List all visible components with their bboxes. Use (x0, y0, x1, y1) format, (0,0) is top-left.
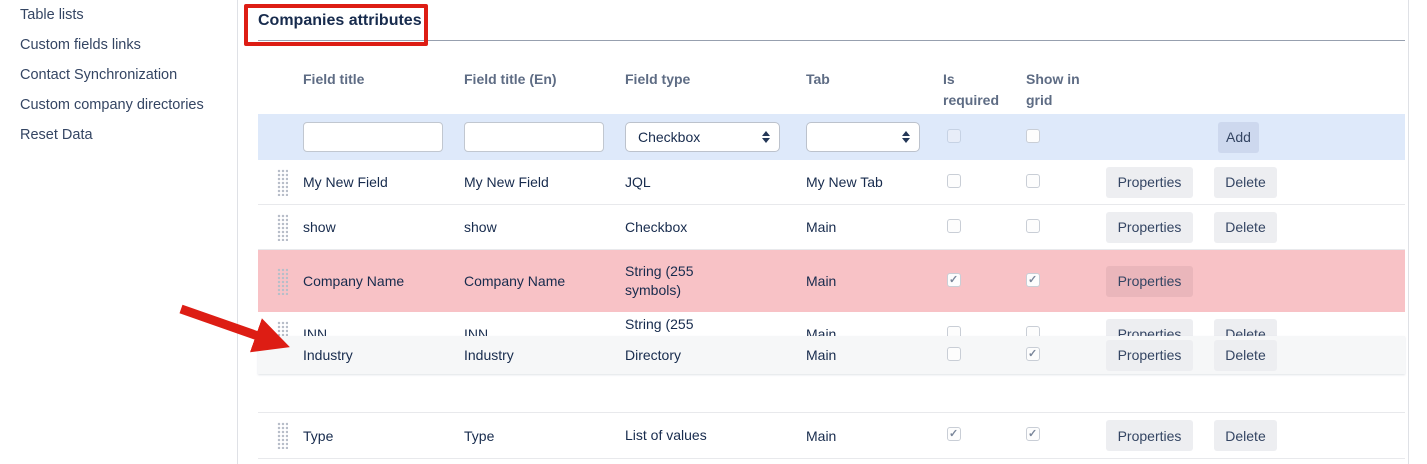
properties-button[interactable]: Properties (1106, 318, 1193, 336)
cell-field-type: Checkbox (625, 218, 688, 235)
show-in-grid-checkbox[interactable] (1026, 218, 1040, 233)
show-in-grid-checkbox[interactable] (1026, 272, 1040, 287)
delete-button[interactable]: Delete (1214, 211, 1277, 243)
cell-field-title-en: Industry (464, 347, 514, 363)
add-field-row: Checkbox Add (258, 114, 1405, 160)
table-header-row: Field title Field title (En) Field type … (258, 41, 1405, 114)
is-required-checkbox[interactable] (947, 346, 961, 361)
select-spinner-icon (762, 131, 770, 143)
table-row: Type Type List of values Main Properties… (258, 413, 1405, 459)
cell-field-title-en: My New Field (464, 174, 549, 190)
cell-field-title: Industry (303, 347, 353, 363)
select-spinner-icon (902, 131, 910, 143)
show-in-grid-checkbox[interactable] (1026, 128, 1040, 143)
properties-button[interactable]: Properties (1106, 420, 1193, 451)
tab-select[interactable] (806, 122, 920, 152)
delete-button[interactable]: Delete (1214, 420, 1277, 451)
cell-field-title-en: Type (464, 427, 495, 444)
content-right-divider (1408, 0, 1409, 464)
cell-tab: Main (806, 273, 837, 289)
sidebar-item-custom-fields-links[interactable]: Custom fields links (20, 37, 141, 53)
col-header-field-type: Field type (625, 71, 691, 87)
col-header-is-required: Is required (943, 71, 1000, 108)
col-header-field-title-en: Field title (En) (464, 71, 557, 87)
is-required-checkbox[interactable] (947, 218, 961, 233)
drag-handle-icon[interactable] (277, 213, 288, 241)
companies-attributes-panel: Companies attributes Field title Field t… (258, 0, 1405, 459)
cell-tab: Main (806, 219, 837, 235)
is-required-checkbox[interactable] (947, 325, 961, 336)
is-required-checkbox[interactable] (947, 427, 961, 441)
cell-field-title-en: show (464, 219, 497, 235)
sidebar-item-contact-synchronization[interactable]: Contact Synchronization (20, 67, 178, 83)
delete-button[interactable]: Delete (1214, 166, 1277, 198)
properties-button[interactable]: Properties (1106, 339, 1193, 371)
table-row: My New Field My New Field JQL My New Tab… (258, 160, 1405, 205)
properties-button[interactable]: Properties (1106, 211, 1193, 243)
cell-field-title: show (303, 219, 336, 235)
is-required-checkbox[interactable] (947, 272, 961, 287)
properties-button[interactable]: Properties (1106, 265, 1193, 297)
cell-tab: Main (806, 347, 837, 363)
is-required-checkbox[interactable] (947, 128, 961, 143)
sidebar-item-table-lists[interactable]: Table lists (20, 7, 84, 23)
show-in-grid-checkbox[interactable] (1026, 427, 1040, 441)
settings-sidebar: Table lists Custom fields links Contact … (0, 0, 237, 464)
table-row-clipped-inn: INN INN String (255 symbols) Main Proper… (258, 312, 1405, 336)
table-row-highlighted: Company Name Company Name String (255 sy… (258, 250, 1405, 312)
field-type-select[interactable]: Checkbox (625, 122, 780, 152)
page-title: Companies attributes (258, 12, 422, 29)
cell-field-type: Directory (625, 346, 682, 363)
drag-handle-icon[interactable] (277, 168, 288, 196)
cell-field-title: Type (303, 427, 334, 444)
cell-field-type: JQL (625, 173, 651, 190)
cell-tab: Main (806, 326, 837, 336)
cell-field-title: Company Name (303, 273, 405, 289)
add-button[interactable]: Add (1218, 121, 1259, 153)
cell-field-type: String (255 symbols) (625, 316, 694, 336)
field-title-input[interactable] (303, 122, 443, 152)
field-type-selected-value: Checkbox (638, 129, 701, 145)
cell-field-type: List of values (625, 427, 707, 443)
properties-button[interactable]: Properties (1106, 166, 1193, 198)
cell-field-type: String (255 symbols) (625, 263, 694, 298)
cell-tab: My New Tab (806, 174, 883, 190)
table-row: show show Checkbox Main Properties Delet… (258, 205, 1405, 250)
show-in-grid-checkbox[interactable] (1026, 346, 1040, 361)
sidebar-divider (237, 0, 238, 464)
section-header: Companies attributes (258, 0, 1405, 41)
field-title-en-input[interactable] (464, 122, 604, 152)
delete-button[interactable]: Delete (1214, 339, 1277, 371)
drag-handle-icon[interactable] (277, 320, 288, 336)
cell-field-title: INN (303, 326, 328, 336)
col-header-field-title: Field title (303, 71, 365, 87)
sidebar-item-custom-company-directories[interactable]: Custom company directories (20, 97, 204, 113)
table-row-dragged-industry[interactable]: Industry Industry Directory Main Propert… (258, 336, 1405, 374)
cell-field-title: My New Field (303, 174, 388, 190)
sidebar-item-reset-data[interactable]: Reset Data (20, 127, 93, 143)
show-in-grid-checkbox[interactable] (1026, 325, 1040, 336)
col-header-show-in-grid: Show in grid (1026, 71, 1080, 108)
cell-field-title-en: INN (464, 326, 489, 336)
col-header-tab: Tab (806, 71, 830, 87)
cell-tab: Main (806, 427, 837, 444)
drag-handle-icon[interactable] (277, 267, 288, 295)
show-in-grid-checkbox[interactable] (1026, 173, 1040, 188)
drag-handle-icon[interactable] (277, 422, 288, 449)
delete-button[interactable]: Delete (1214, 318, 1277, 336)
drag-drop-gap (258, 374, 1405, 413)
is-required-checkbox[interactable] (947, 173, 961, 188)
cell-field-title-en: Company Name (464, 273, 566, 289)
